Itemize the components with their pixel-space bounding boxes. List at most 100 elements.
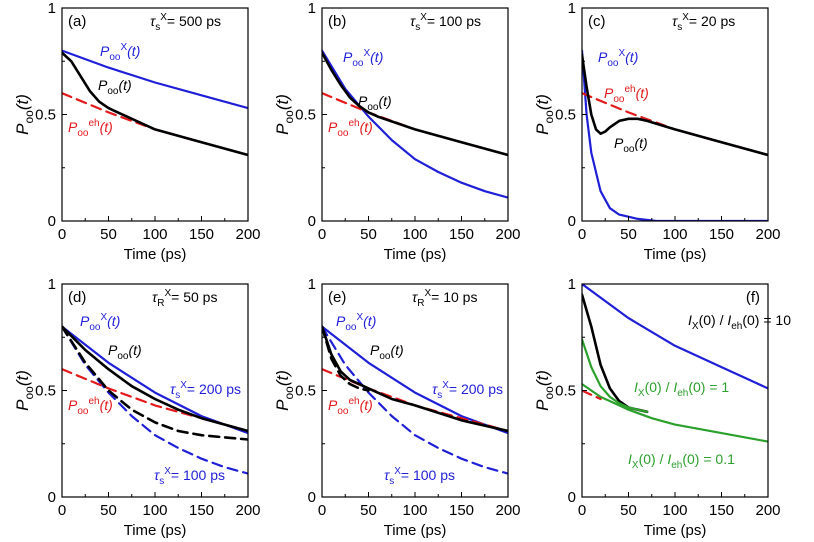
series-line-0 (582, 284, 768, 390)
panel-e: 0 50 100 150 200 0 0.5 1 Time (ps) Poo(t) (e) τRX= … (273, 276, 521, 539)
panel-label: (b) (328, 13, 346, 30)
x-tick-label: 200 (235, 502, 260, 519)
y-tick-label: 1 (568, 0, 576, 17)
x-tick-label: 0 (318, 226, 326, 243)
y-tick-label: 0 (568, 489, 576, 506)
curve-label: PooX(t) (100, 42, 140, 63)
y-axis-label: Poo(t) (13, 370, 36, 411)
series-group (582, 49, 768, 221)
y-tick-label: 1 (48, 276, 56, 293)
series-line-0 (582, 49, 768, 221)
curve-label: Poo(t) (370, 342, 404, 362)
x-tick-label: 200 (495, 226, 520, 243)
y-tick-label: 1 (48, 0, 56, 17)
x-axis-label: Time (ps) (644, 246, 707, 263)
annotation-label: τsX= 100 ps (384, 466, 455, 487)
annotation-label: IX(0) / Ieh(0) = 0.1 (628, 451, 735, 471)
x-tick-label: 150 (449, 226, 474, 243)
series-line-1 (582, 92, 768, 157)
x-tick-label: 150 (189, 226, 214, 243)
series-group (322, 325, 508, 475)
y-tick-label: 0 (308, 213, 316, 230)
x-tick-label: 50 (620, 502, 637, 519)
y-tick-label: 0.5 (555, 107, 576, 124)
x-tick-label: 50 (100, 502, 117, 519)
curve-label: PooX(t) (336, 312, 376, 333)
y-axis-label: Poo(t) (273, 94, 296, 135)
y-tick-label: 0.5 (295, 383, 316, 400)
x-tick-label: 150 (449, 502, 474, 519)
annotation-label: τsX= 100 ps (154, 466, 225, 487)
y-axis-label: Poo(t) (13, 94, 36, 135)
y-tick-label: 0 (48, 213, 56, 230)
panel-f: 0 50 100 150 200 0 0.5 1 Time (ps) Poo(t) (f) IX(0)… (533, 276, 791, 539)
series-line-1 (322, 325, 508, 475)
series-line-2 (322, 51, 508, 157)
y-tick-label: 1 (308, 0, 316, 17)
x-tick-label: 150 (189, 502, 214, 519)
y-tick-label: 1 (568, 276, 576, 293)
curve-label: Pooeh(t) (68, 118, 113, 139)
curve-label: Poo(t) (614, 135, 648, 155)
series-line-4 (582, 383, 768, 443)
x-tick-label: 100 (662, 226, 687, 243)
x-tick-label: 100 (142, 226, 167, 243)
annotation-label: τsX= 200 ps (432, 380, 503, 401)
x-tick-label: 150 (709, 226, 734, 243)
x-tick-label: 200 (755, 502, 780, 519)
curve-label: PooX(t) (343, 48, 383, 69)
series-line-1 (582, 389, 602, 401)
curve-label: Poo(t) (358, 93, 392, 113)
y-axis-label: Poo(t) (533, 94, 556, 135)
series-group (62, 325, 248, 475)
curve-label: PooX(t) (80, 312, 120, 333)
y-tick-label: 1 (308, 276, 316, 293)
x-tick-label: 50 (360, 502, 377, 519)
series-line-4 (62, 325, 248, 441)
series-line-4 (322, 325, 370, 392)
series-line-1 (62, 325, 248, 475)
x-tick-label: 0 (58, 226, 66, 243)
panel-c: 0 50 100 150 200 0 0.5 1 Time (ps) Poo(t) (c) τsX= … (533, 0, 781, 263)
curve-label: Pooeh(t) (604, 84, 649, 105)
series-line-3 (62, 325, 248, 433)
x-tick-label: 0 (318, 502, 326, 519)
series-line-2 (582, 53, 768, 157)
x-tick-label: 0 (578, 502, 586, 519)
x-tick-label: 200 (235, 226, 260, 243)
y-axis-label: Poo(t) (533, 370, 556, 411)
y-tick-label: 0.5 (35, 383, 56, 400)
x-tick-label: 100 (402, 226, 427, 243)
parameter-label: τRX= 10 ps (412, 288, 477, 309)
x-axis-label: Time (ps) (384, 522, 447, 539)
x-tick-label: 50 (620, 226, 637, 243)
x-tick-label: 200 (495, 502, 520, 519)
parameter-label: τsX= 20 ps (672, 12, 735, 33)
series-group (582, 284, 768, 443)
y-tick-label: 0 (568, 213, 576, 230)
x-axis-label: Time (ps) (644, 522, 707, 539)
x-tick-label: 50 (100, 226, 117, 243)
annotation-label: IX(0) / Ieh(0) = 10 (688, 312, 791, 332)
curve-label: Poo(t) (98, 77, 132, 97)
y-tick-label: 0.5 (295, 107, 316, 124)
parameter-label: τsX= 100 ps (410, 12, 481, 33)
series-line-0 (62, 325, 248, 435)
panel-label: (e) (328, 289, 346, 306)
panel-b: 0 50 100 150 200 0 0.5 1 Time (ps) Poo(t) (b) τsX= … (273, 0, 521, 263)
curve-label: PooX(t) (598, 48, 638, 69)
series-line-0 (62, 49, 248, 110)
panel-label: (a) (68, 13, 86, 30)
annotation-label: IX(0) / Ieh(0) = 1 (634, 379, 729, 399)
x-tick-label: 100 (662, 502, 687, 519)
x-tick-label: 50 (360, 226, 377, 243)
panel-d: 0 50 100 150 200 0 0.5 1 Time (ps) Poo(t) (d) τRX= … (13, 276, 261, 539)
x-tick-label: 150 (709, 502, 734, 519)
x-tick-label: 0 (58, 502, 66, 519)
curve-label: Pooeh(t) (68, 396, 113, 417)
y-tick-label: 0.5 (555, 383, 576, 400)
y-tick-label: 0 (48, 489, 56, 506)
x-axis-label: Time (ps) (124, 522, 187, 539)
curve-label: Poo(t) (108, 342, 142, 362)
